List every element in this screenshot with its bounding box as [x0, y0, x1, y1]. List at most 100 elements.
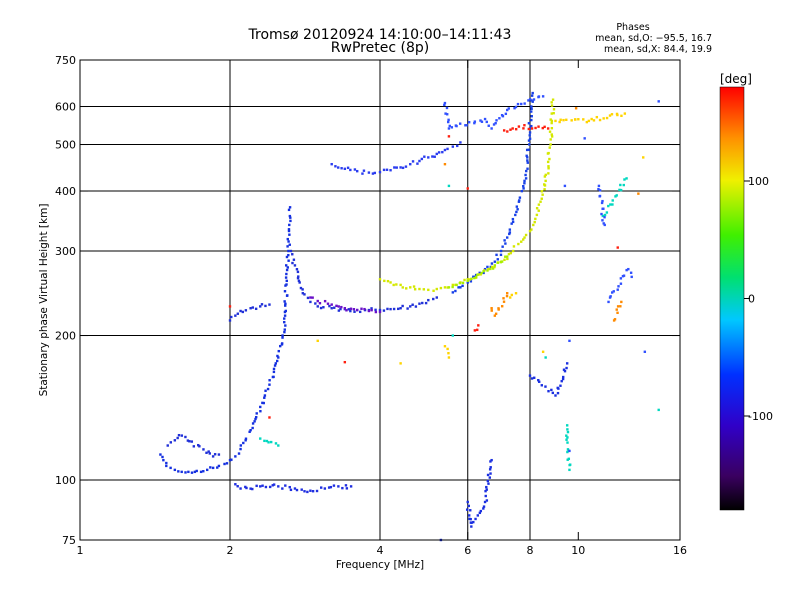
data-point	[416, 162, 418, 164]
data-point	[487, 482, 489, 484]
data-point	[253, 420, 255, 422]
data-point	[320, 307, 322, 309]
data-point	[415, 305, 417, 307]
data-point	[509, 228, 511, 230]
data-point	[256, 412, 258, 414]
data-point	[588, 120, 590, 122]
data-point	[547, 127, 549, 129]
data-point	[330, 486, 332, 488]
data-point	[234, 314, 236, 316]
data-point	[557, 387, 559, 389]
data-point	[486, 266, 488, 268]
chart-subtitle: RwPretec (8p)	[230, 41, 530, 56]
data-point	[167, 444, 169, 446]
data-point	[501, 305, 503, 307]
data-point	[177, 470, 179, 472]
data-point	[284, 484, 286, 486]
data-point	[409, 305, 411, 307]
data-point	[491, 262, 493, 264]
data-point	[234, 483, 236, 485]
data-point	[525, 170, 527, 172]
data-point	[538, 381, 540, 383]
data-point	[287, 250, 289, 252]
data-point	[616, 194, 618, 196]
data-point	[551, 127, 553, 129]
data-point	[449, 125, 451, 127]
data-point	[287, 240, 289, 242]
data-point	[510, 252, 512, 254]
data-point	[264, 390, 266, 392]
data-point	[512, 250, 514, 252]
data-point	[421, 302, 423, 304]
data-point	[489, 466, 491, 468]
data-point	[296, 489, 298, 491]
data-point	[566, 428, 568, 430]
data-point	[577, 118, 579, 120]
phases-x-stats: mean, sd,X: 84.4, 19.9	[604, 44, 712, 55]
data-point	[565, 119, 567, 121]
axis-ticks: 1 2 4 6 8 10 1675100200300400500600750	[55, 54, 687, 557]
colorbar-tick-label: 0	[748, 293, 755, 306]
data-point	[549, 138, 551, 140]
data-point	[399, 284, 401, 286]
data-point	[284, 290, 286, 292]
data-point	[551, 104, 553, 106]
data-point	[275, 362, 277, 364]
data-point	[399, 166, 401, 168]
data-point	[523, 124, 525, 126]
data-point	[393, 166, 395, 168]
data-point	[530, 228, 532, 230]
data-point	[619, 184, 621, 186]
data-point	[267, 441, 269, 443]
data-point	[620, 283, 622, 285]
data-point	[613, 290, 615, 292]
data-point	[431, 155, 433, 157]
data-point	[328, 305, 330, 307]
data-point	[278, 350, 280, 352]
data-point	[488, 125, 490, 127]
data-point	[489, 472, 491, 474]
data-point	[506, 295, 508, 297]
data-point	[529, 131, 531, 133]
data-point	[340, 167, 342, 169]
data-point	[276, 355, 278, 357]
data-point	[402, 286, 404, 288]
data-point	[334, 165, 336, 167]
data-point	[265, 486, 267, 488]
data-point	[544, 356, 546, 358]
data-point	[541, 193, 543, 195]
data-point	[611, 113, 613, 115]
data-point	[503, 259, 505, 261]
data-point	[544, 385, 546, 387]
data-point	[401, 305, 403, 307]
x-tick-label: 16	[673, 544, 687, 557]
data-point	[550, 101, 552, 103]
data-point	[529, 138, 531, 140]
data-point	[436, 296, 438, 298]
data-point	[297, 271, 299, 273]
data-point	[474, 120, 476, 122]
x-tick-label: 2	[227, 544, 234, 557]
data-point	[438, 151, 440, 153]
phases-heading: Phases	[578, 22, 688, 33]
data-point	[268, 416, 270, 418]
data-point	[397, 308, 399, 310]
y-axis-label: Stationary phase Virtual Height [km]	[38, 204, 50, 397]
data-point	[255, 308, 257, 310]
data-point	[623, 184, 625, 186]
data-point	[463, 279, 465, 281]
data-point	[277, 444, 279, 446]
data-point	[383, 169, 385, 171]
data-point	[517, 103, 519, 105]
data-point	[561, 380, 563, 382]
data-point	[462, 282, 464, 284]
data-point	[337, 166, 339, 168]
data-point	[331, 163, 333, 165]
data-point	[285, 264, 287, 266]
data-point	[549, 143, 551, 145]
data-point	[383, 309, 385, 311]
data-point	[317, 305, 319, 307]
data-point	[657, 100, 659, 102]
data-point	[268, 379, 270, 381]
data-point	[370, 309, 372, 311]
